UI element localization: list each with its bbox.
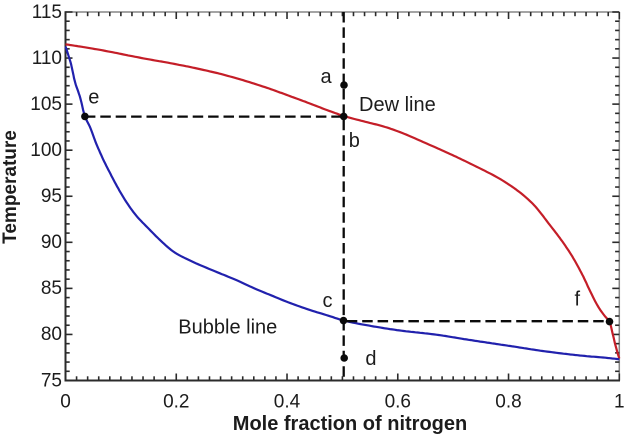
svg-text:Bubble line: Bubble line xyxy=(178,317,277,339)
svg-text:115: 115 xyxy=(32,2,62,23)
svg-text:d: d xyxy=(365,348,376,370)
svg-text:80: 80 xyxy=(41,324,62,345)
svg-text:Mole fraction of nitrogen: Mole fraction of nitrogen xyxy=(233,413,467,435)
svg-text:0.2: 0.2 xyxy=(163,392,189,413)
svg-text:105: 105 xyxy=(30,94,62,115)
svg-text:85: 85 xyxy=(41,278,62,299)
svg-text:75: 75 xyxy=(41,370,62,391)
svg-text:c: c xyxy=(323,290,333,312)
svg-text:0.8: 0.8 xyxy=(495,392,521,413)
svg-text:0: 0 xyxy=(60,392,71,413)
svg-text:e: e xyxy=(88,87,99,109)
svg-text:95: 95 xyxy=(41,186,62,207)
svg-text:100: 100 xyxy=(30,140,62,161)
svg-text:Temperature: Temperature xyxy=(0,130,21,244)
svg-text:1: 1 xyxy=(614,392,625,413)
svg-text:a: a xyxy=(321,66,333,88)
svg-text:f: f xyxy=(575,289,581,311)
svg-text:Dew line: Dew line xyxy=(359,94,436,116)
svg-text:0.6: 0.6 xyxy=(385,392,411,413)
svg-text:0.4: 0.4 xyxy=(274,392,301,413)
svg-text:90: 90 xyxy=(41,232,62,253)
svg-text:110: 110 xyxy=(32,48,62,69)
svg-text:b: b xyxy=(349,130,360,152)
